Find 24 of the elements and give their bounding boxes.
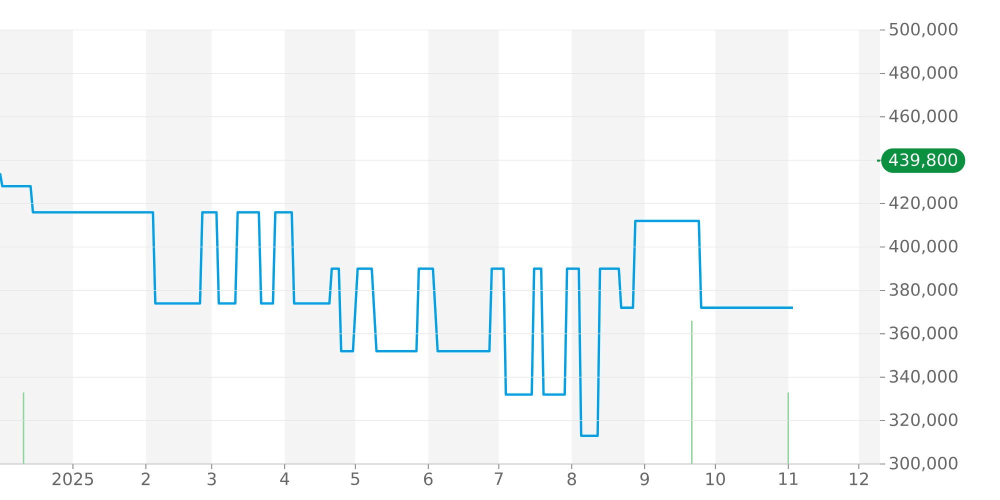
y-tick-label: 480,000 <box>889 66 958 81</box>
x-tick-label: 6 <box>424 472 433 486</box>
ref-line-label: 439,800 <box>889 153 958 168</box>
line-series <box>0 172 794 437</box>
x-tick-label: 8 <box>568 472 576 486</box>
x-tick-label: 5 <box>351 472 360 486</box>
x-tick-label: 10 <box>706 472 725 486</box>
y-tick-label: 460,000 <box>889 110 958 124</box>
y-tick-label: 320,000 <box>890 413 958 428</box>
x-tick-label: 9 <box>640 472 649 486</box>
x-tick-label: 7 <box>494 472 503 485</box>
y-tick-label: 420,000 <box>889 196 958 211</box>
y-tick-label: 500,000 <box>890 22 958 38</box>
x-tick-label: 3 <box>208 472 216 486</box>
y-tick-label: 360,000 <box>890 326 958 342</box>
x-tick-label: 2025 <box>52 472 94 486</box>
y-tick-label: 300,000 <box>890 456 958 472</box>
y-tick-label: 340,000 <box>890 370 958 384</box>
x-tick-label: 4 <box>280 472 290 485</box>
x-tick-label: 12 <box>850 472 868 486</box>
x-tick-label: 2 <box>142 472 150 486</box>
x-tick-label: 11 <box>779 472 798 485</box>
y-tick-label: 380,000 <box>890 283 958 298</box>
y-tick-label: 400,000 <box>889 240 958 254</box>
